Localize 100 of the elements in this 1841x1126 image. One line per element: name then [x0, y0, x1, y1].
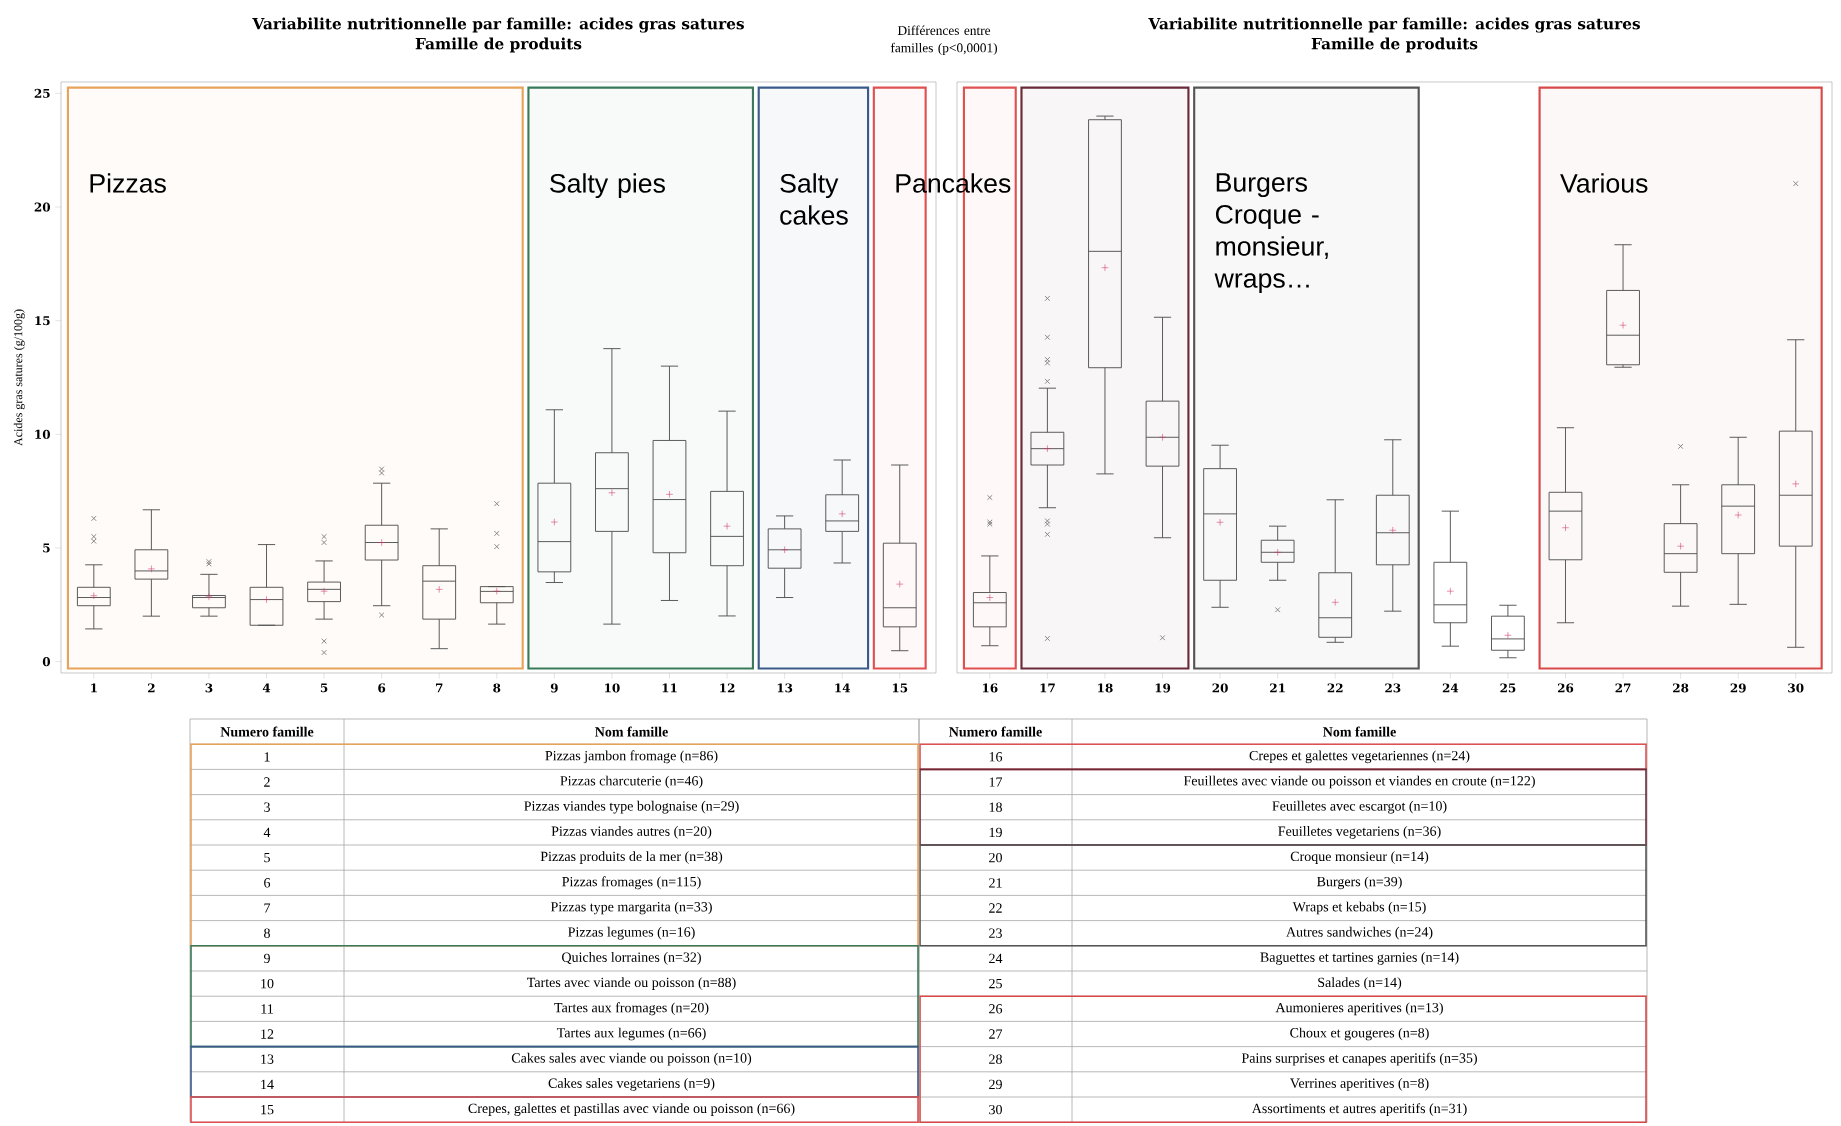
category-label: 6 — [264, 878, 271, 888]
x-tick-label: 11 — [662, 683, 677, 693]
x-tick-label: 28 — [1673, 683, 1689, 693]
category-label: 29 — [989, 1079, 1002, 1090]
y-axis-title: Acides gras satures (g/100g) — [13, 309, 25, 446]
x-tick-label: 5 — [320, 683, 328, 693]
text: Burgers (n=39) — [1317, 876, 1402, 890]
text: Quiches lorraines (n=32) — [562, 952, 701, 965]
y-tick-label: 25 — [34, 88, 50, 98]
text: Croque monsieur (n=14) — [1290, 851, 1429, 864]
text: Cakes sales avec viande ou poisson (n=10) — [511, 1052, 752, 1066]
text: 30 — [989, 1104, 1002, 1115]
text: 12 — [261, 1029, 274, 1039]
text: 13 — [261, 1054, 274, 1064]
category-label: 22 — [989, 903, 1002, 913]
text: Pizzas legumes (n=16) — [568, 926, 695, 940]
text: Pizzas produits de la mer (n=38) — [540, 851, 723, 864]
x-tick-label: 7 — [435, 683, 443, 693]
category-label: 3 — [264, 802, 270, 812]
chart-subtitle: Famille de produits — [1311, 37, 1478, 53]
text: Pizzas viandes autres (n=20) — [551, 826, 712, 839]
text: Tartes aux legumes (n=66) — [556, 1027, 706, 1041]
x-tick-label: 27 — [1615, 683, 1631, 693]
text: Feuilletes avec viande ou poisson et viandes en croute (n=122) — [1183, 775, 1535, 789]
category-label: 21 — [989, 878, 1002, 888]
text: Baguettes et tartines garnies (n=14) — [1260, 952, 1459, 965]
text: Numero famille — [949, 726, 1042, 737]
text: Pains surprises et canapes aperitifs (n=35) — [1241, 1052, 1477, 1066]
category-label: 2 — [264, 777, 270, 787]
x-tick-label: 12 — [720, 683, 735, 693]
text: Pizzas jambon fromage (n=86) — [545, 750, 718, 764]
category-label: 7 — [264, 903, 271, 913]
x-tick-label: 21 — [1270, 683, 1285, 693]
text: Feuilletes vegetariens (n=36) — [1278, 826, 1441, 839]
category-label: 4 — [263, 827, 271, 837]
text: Pizzas type margarita (n=33) — [550, 901, 712, 915]
x-tick-label: 1 — [91, 683, 97, 693]
x-tick-label: 19 — [1155, 683, 1171, 693]
category-label: 27 — [989, 1029, 1003, 1039]
text: Crepes et galettes vegetariennes (n=24) — [1249, 750, 1470, 764]
text: 8 — [264, 928, 270, 938]
category-label: 5 — [264, 852, 270, 863]
text: 1 — [264, 752, 270, 762]
text: Salades (n=14) — [1318, 977, 1402, 990]
text: 23 — [989, 928, 1002, 938]
text: Cakes sales vegetariens (n=9) — [548, 1078, 715, 1091]
band-label: Salty pies — [550, 173, 665, 199]
text: Autres sandwiches (n=24) — [1286, 926, 1433, 940]
x-tick-label: 23 — [1385, 683, 1401, 693]
text: 20 — [989, 852, 1002, 863]
category-label: 11 — [261, 1004, 273, 1014]
x-tick-label: 2 — [148, 683, 155, 693]
x-tick-label: 29 — [1730, 683, 1746, 693]
band-label: Salty cakes — [780, 173, 848, 225]
text: 26 — [989, 1004, 1003, 1014]
text: 9 — [263, 953, 270, 964]
y-tick-label: 10 — [35, 429, 51, 439]
text: 14 — [261, 1079, 274, 1090]
text: Aumonieres aperitives (n=13) — [1275, 1002, 1443, 1016]
y-tick-label: 5 — [43, 543, 50, 553]
text: Nom famille — [595, 726, 668, 737]
text: Nom famille — [1323, 726, 1396, 737]
text: 15 — [261, 1104, 274, 1115]
text: Pizzas charcuterie (n=46) — [560, 775, 703, 789]
chart-title: Variabilite nutritionnelle par famille: acides gras satures — [252, 17, 744, 33]
x-tick-label: 26 — [1557, 683, 1574, 693]
category-label: 28 — [989, 1054, 1002, 1064]
band-label: Various — [1560, 173, 1648, 193]
text: 16 — [989, 752, 1003, 762]
x-tick-label: 9 — [550, 683, 558, 693]
chart-subtitle: Famille de produits — [415, 37, 582, 53]
x-tick-label: 14 — [835, 683, 851, 693]
text: Pizzas fromages (n=115) — [562, 876, 701, 890]
x-tick-label: 3 — [205, 683, 213, 693]
x-tick-label: 25 — [1500, 683, 1516, 693]
text: Assortiments et autres aperitifs (n=31) — [1251, 1103, 1467, 1117]
text: Wraps et kebabs (n=15) — [1292, 901, 1426, 915]
text: 19 — [989, 827, 1002, 838]
text: Feuilletes avec escargot (n=10) — [1272, 800, 1447, 814]
band-label: Burgers Croque - monsieur, wraps… — [1214, 173, 1328, 294]
category-label: 18 — [989, 802, 1002, 812]
x-tick-label: 4 — [262, 683, 271, 693]
y-tick-label: 15 — [35, 316, 50, 326]
category-label: 25 — [989, 978, 1002, 989]
x-tick-label: 10 — [605, 683, 620, 693]
category-label: 10 — [261, 978, 274, 989]
x-tick-label: 22 — [1327, 683, 1343, 693]
chart-title: Variabilite nutritionnelle par famille: acides gras satures — [1148, 17, 1640, 33]
text: Verrines aperitives (n=8) — [1290, 1078, 1429, 1091]
text: Choux et gougeres (n=8) — [1290, 1027, 1429, 1041]
text: Tartes avec viande ou poisson (n=88) — [527, 977, 736, 990]
text: Différences entre familles (p<0,0001) — [890, 25, 997, 56]
x-tick-label: 20 — [1212, 683, 1228, 693]
text: 17 — [989, 777, 1003, 787]
text: Crepes, galettes et pastillas avec viande ou poisson (n=66) — [468, 1103, 795, 1116]
x-tick-label: 8 — [493, 683, 501, 693]
category-label: 24 — [989, 953, 1003, 964]
x-tick-label: 17 — [1040, 683, 1055, 693]
x-tick-label: 16 — [982, 683, 998, 693]
text: Pizzas viandes type bolognaise (n=29) — [524, 800, 739, 814]
